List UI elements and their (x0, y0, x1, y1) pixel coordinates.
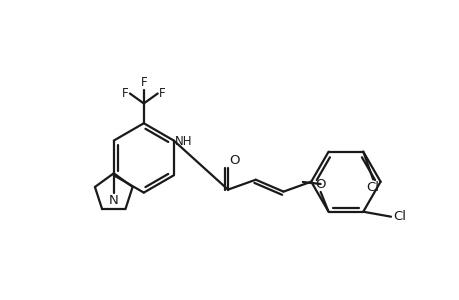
Text: F: F (122, 87, 129, 100)
Text: NH: NH (174, 135, 192, 148)
Text: F: F (158, 87, 165, 100)
Text: N: N (109, 194, 118, 207)
Text: O: O (315, 178, 325, 191)
Text: Cl: Cl (392, 210, 405, 223)
Text: F: F (140, 76, 147, 88)
Text: Cl: Cl (366, 182, 379, 194)
Text: O: O (229, 154, 239, 167)
